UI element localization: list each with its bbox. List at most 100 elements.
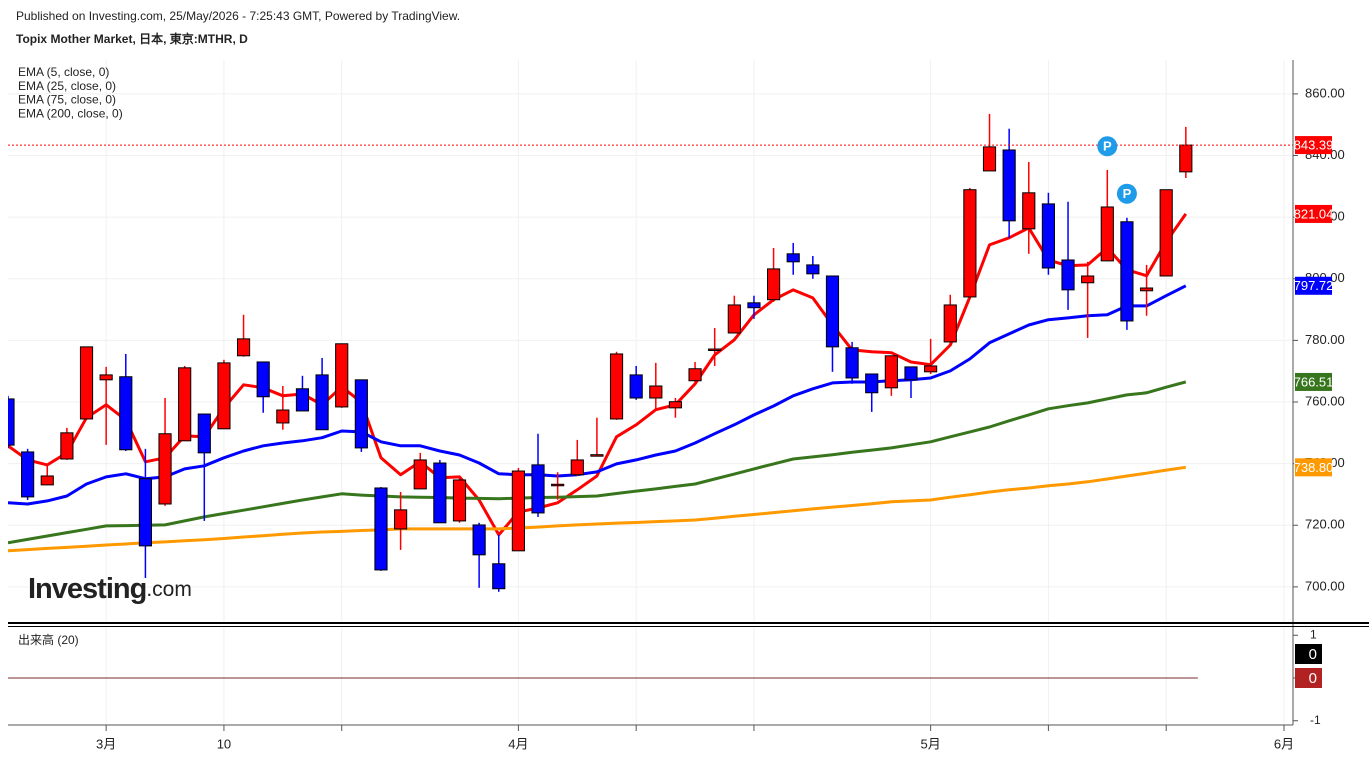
candle-body (649, 385, 663, 399)
watermark-suffix: .com (146, 578, 192, 601)
candle-body (8, 398, 15, 446)
candle-body (982, 146, 997, 172)
candle-body (472, 524, 486, 556)
candle-body (295, 388, 310, 412)
candle-body (943, 304, 957, 343)
ema-last-label-box (1295, 458, 1332, 477)
legend-entry: EMA (200, close, 0) (18, 106, 123, 120)
pivot-marker-label: P (1123, 186, 1132, 201)
pivot-marker-label: P (1103, 139, 1112, 154)
candle-body (1081, 275, 1095, 284)
chart-title: Topix Mother Market, 日本, 東京:MTHR, D (16, 31, 248, 46)
y-tick-label: 760.00 (1305, 393, 1345, 408)
candle-body (845, 347, 859, 379)
candle-body (747, 302, 761, 309)
candle-body (452, 479, 467, 522)
candle-body (433, 462, 447, 524)
y-tick-label: 720.00 (1305, 517, 1345, 532)
candle-body (1139, 287, 1154, 292)
candle-body (1061, 259, 1075, 291)
candle-body (217, 362, 231, 430)
published-note: Published on Investing.com, 25/May/2026 … (16, 9, 460, 23)
candle-body (119, 376, 133, 451)
candle-body (315, 374, 329, 431)
candle-body (158, 433, 172, 505)
ema-last-label: 797.72 (1294, 278, 1334, 293)
candle-body (924, 365, 938, 373)
candle-body (374, 487, 388, 571)
ema-last-label-box (1295, 276, 1332, 295)
candle-body (197, 413, 211, 454)
candle-body (394, 509, 408, 530)
candle-body (904, 366, 918, 381)
pivot-marker (1097, 136, 1118, 157)
candle-body (79, 346, 94, 420)
pivot-marker (1116, 183, 1137, 204)
watermark: Investing.com (28, 573, 192, 605)
candle-body (276, 409, 290, 424)
candle-body (511, 470, 525, 552)
x-tick-label: 4月 (508, 736, 528, 751)
x-tick-label: 5月 (921, 736, 941, 751)
candle-body (786, 253, 800, 263)
last-price-label: 843.39 (1294, 138, 1334, 153)
candle-body (1100, 206, 1114, 262)
candle-body (629, 374, 643, 399)
candle-body (590, 454, 604, 457)
volume-last-box (1295, 643, 1322, 664)
legend-entry: EMA (5, close, 0) (18, 65, 109, 79)
y-tick-label: 700.00 (1305, 578, 1345, 593)
ema-last-label: 821.04 (1294, 206, 1334, 221)
candle-body (668, 401, 683, 409)
ema-last-label-box (1295, 204, 1332, 223)
y-tick-label: 860.00 (1305, 85, 1345, 100)
candle-body (884, 355, 898, 389)
candle-body (551, 483, 565, 487)
candle-body (21, 451, 35, 498)
volume-tick-label: -1 (1310, 713, 1321, 727)
candle-body (609, 353, 624, 420)
volume-label: 出来高 (20) (18, 632, 79, 647)
candle-body (1002, 149, 1016, 222)
candle-body (138, 478, 152, 547)
legend-entry: EMA (25, close, 0) (18, 79, 116, 93)
ema-last-label-box (1295, 372, 1332, 391)
candle-body (40, 475, 54, 486)
volume-last-label: 0 (1309, 646, 1317, 663)
ema-last-label: 738.80 (1294, 460, 1334, 475)
candle-body (413, 459, 427, 490)
volume-last-label: 0 (1309, 670, 1317, 687)
candle-body (570, 459, 584, 476)
x-tick-label: 6月 (1274, 736, 1294, 751)
x-tick-label: 10 (217, 736, 231, 751)
candle-body (531, 464, 545, 514)
candle-body (492, 563, 506, 590)
ema-line (8, 465, 1187, 553)
candle-body (825, 275, 840, 348)
candle-body (963, 189, 977, 298)
candle-body (178, 367, 192, 442)
candle-body (335, 343, 349, 408)
candle-body (99, 374, 113, 381)
y-tick-label: 780.00 (1305, 332, 1345, 347)
candle-body (354, 379, 368, 449)
legend-entry: EMA (75, close, 0) (18, 93, 116, 107)
candle-body (256, 361, 270, 398)
candle-body (60, 432, 74, 460)
candle-body (1179, 144, 1193, 173)
candle-body (688, 368, 702, 382)
plot-area (8, 113, 1193, 592)
candle-body (708, 348, 722, 352)
candle-body (1041, 203, 1055, 269)
ema-last-label: 766.51 (1294, 374, 1334, 389)
candle-body (865, 373, 879, 394)
watermark-main: Investing (28, 573, 146, 605)
candle-body (727, 304, 741, 334)
x-tick-label: 3月 (96, 736, 116, 751)
candle-body (766, 268, 781, 301)
candle-body (806, 264, 820, 275)
volume-tick-label: 1 (1310, 627, 1317, 641)
volume-last-box (1295, 667, 1322, 688)
candle-body (1022, 192, 1036, 230)
